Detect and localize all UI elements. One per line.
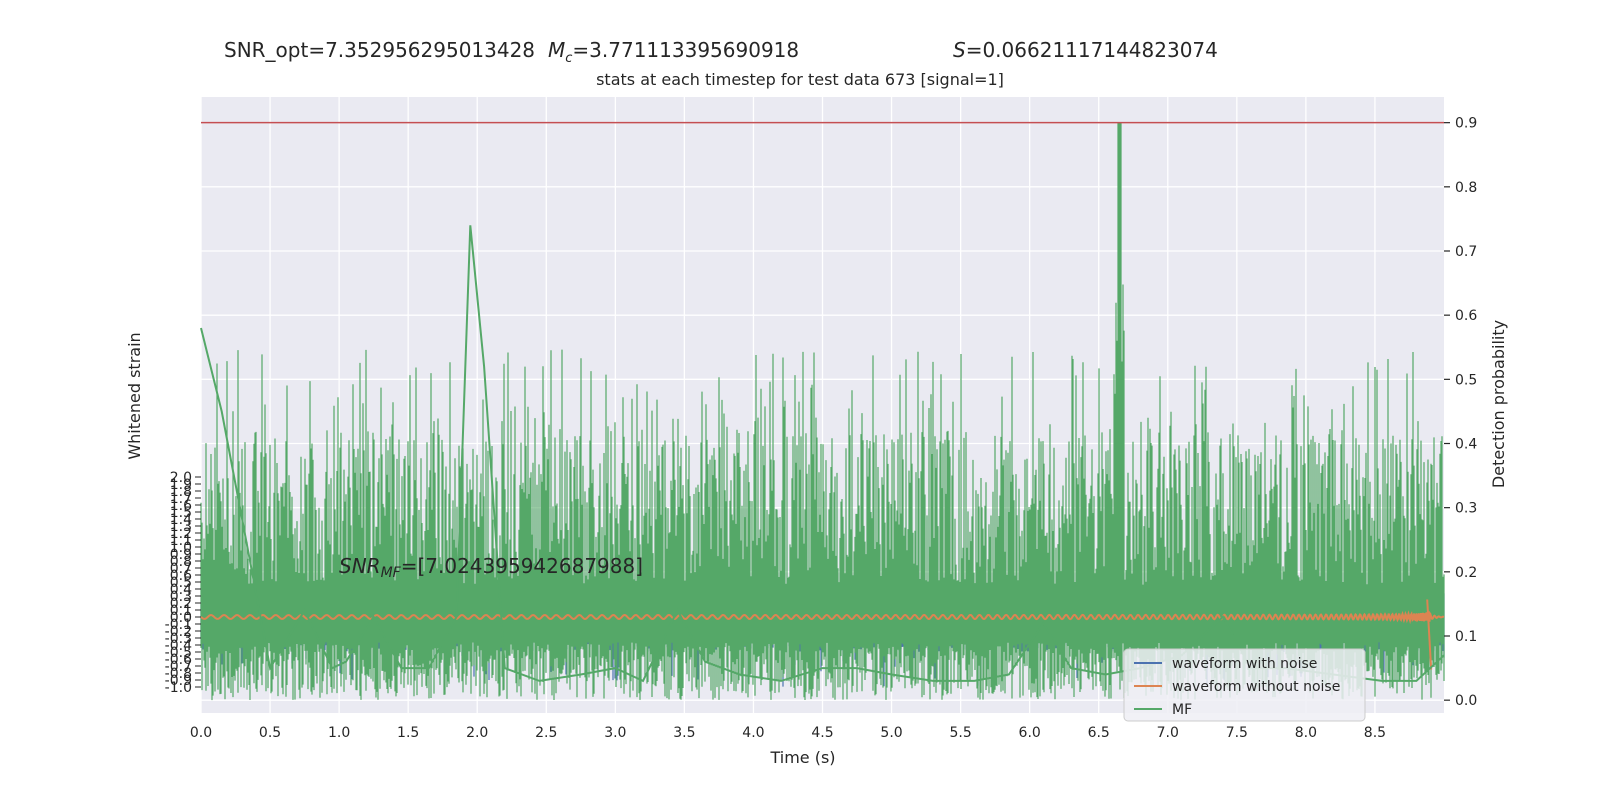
snr-opt-title: SNR_opt=7.352956295013428 bbox=[224, 38, 536, 62]
right-tick-label: 0.6 bbox=[1455, 308, 1477, 324]
x-tick-label: 4.5 bbox=[811, 725, 833, 741]
left-tick-label: -0.9 bbox=[165, 673, 192, 689]
x-tick-label: 6.0 bbox=[1019, 725, 1041, 741]
x-tick-label: 3.0 bbox=[604, 725, 626, 741]
x-tick-label: 8.0 bbox=[1295, 725, 1317, 741]
left-tick-label: -0.4 bbox=[165, 638, 192, 654]
right-tick-label: 0.1 bbox=[1455, 629, 1477, 645]
left-tick-label: 0.6 bbox=[170, 568, 192, 584]
left-tick-label: -0.3 bbox=[165, 631, 192, 647]
left-tick-label: 0.1 bbox=[170, 603, 192, 619]
right-tick-label: 0.9 bbox=[1455, 116, 1477, 132]
left-axis-label: Whitened strain bbox=[125, 332, 144, 459]
left-tick-label: 1.0 bbox=[170, 540, 192, 556]
left-axis-ticks: -1.0-0.9-0.8-0.7-0.6-0.5-0.4-0.3-0.2-0.1… bbox=[165, 470, 201, 696]
legend-label: MF bbox=[1172, 702, 1192, 718]
x-tick-label: 5.0 bbox=[880, 725, 902, 741]
right-tick-label: 0.3 bbox=[1455, 501, 1477, 517]
x-tick-label: 4.0 bbox=[742, 725, 764, 741]
left-tick-label: 1.6 bbox=[170, 498, 192, 514]
chart-subtitle: stats at each timestep for test data 673… bbox=[596, 70, 1004, 89]
waveform-without-noise-series bbox=[200, 599, 1445, 670]
left-tick-label: -0.8 bbox=[165, 666, 192, 682]
legend-label: waveform with noise bbox=[1172, 656, 1317, 672]
left-tick-label: 1.9 bbox=[170, 477, 192, 493]
left-tick-label: 0.7 bbox=[170, 561, 192, 577]
x-tick-label: 0.0 bbox=[190, 725, 212, 741]
left-tick-label: 1.1 bbox=[170, 533, 192, 549]
x-axis-ticks: 0.0 0.5 1.0 1.5 2.0 2.5 3.0 3.5 4.0 4.5 5.0 5.5 6.0 6… bbox=[190, 725, 1386, 741]
right-tick-label: 0.0 bbox=[1455, 693, 1477, 709]
left-tick-label: 0.5 bbox=[170, 575, 192, 591]
x-tick-label: 8.5 bbox=[1364, 725, 1386, 741]
left-tick-label: 0.3 bbox=[170, 589, 192, 605]
right-axis-ticks: 0.0 0.1 0.2 0.3 0.4 0.5 0.6 0.7 0.8 0.9 bbox=[1444, 116, 1477, 709]
right-tick-label: 0.2 bbox=[1455, 565, 1477, 581]
left-tick-label: 0.0 bbox=[170, 610, 192, 626]
left-tick-label: -0.1 bbox=[165, 617, 192, 633]
right-tick-label: 0.8 bbox=[1455, 180, 1477, 196]
x-axis-label: Time (s) bbox=[769, 748, 835, 767]
x-tick-label: 1.5 bbox=[397, 725, 419, 741]
left-tick-label: 0.9 bbox=[170, 547, 192, 563]
legend-box bbox=[1123, 648, 1366, 722]
waveform-without-noise-line bbox=[200, 610, 1445, 625]
x-tick-label: 0.5 bbox=[259, 725, 281, 741]
left-tick-label: 1.3 bbox=[170, 519, 192, 535]
left-tick-label: 1.7 bbox=[170, 491, 192, 507]
left-tick-label: -0.7 bbox=[165, 659, 192, 675]
left-tick-label: 0.2 bbox=[170, 596, 192, 612]
right-tick-label: 0.4 bbox=[1455, 437, 1477, 453]
legend-label: waveform without noise bbox=[1172, 679, 1340, 695]
x-tick-label: 2.5 bbox=[535, 725, 557, 741]
right-tick-label: 0.7 bbox=[1455, 244, 1477, 260]
x-tick-label: 2.0 bbox=[466, 725, 488, 741]
left-tick-label: 1.8 bbox=[170, 484, 192, 500]
x-tick-label: 7.5 bbox=[1226, 725, 1248, 741]
left-tick-label: 0.8 bbox=[170, 554, 192, 570]
legend: waveform with noise waveform without nois… bbox=[1123, 648, 1366, 722]
chirp-mass-title: Mc=3.771113395690918 bbox=[548, 38, 800, 66]
x-tick-label: 3.5 bbox=[673, 725, 695, 741]
x-tick-label: 7.0 bbox=[1157, 725, 1179, 741]
left-tick-label: -0.6 bbox=[165, 652, 192, 668]
snr-mf-annotation: SNRMF=[7.024395942687988] bbox=[339, 554, 643, 581]
left-tick-label: -0.2 bbox=[165, 624, 192, 640]
left-tick-label: 1.2 bbox=[170, 526, 192, 542]
left-tick-label: 1.4 bbox=[170, 512, 192, 528]
s-value-title: S=0.06621117144823074 bbox=[953, 38, 1218, 62]
left-tick-label: -0.5 bbox=[165, 645, 192, 661]
left-tick-label: 2.0 bbox=[170, 470, 192, 486]
left-tick-label: 1.5 bbox=[170, 505, 192, 521]
x-tick-label: 5.5 bbox=[949, 725, 971, 741]
right-tick-label: 0.5 bbox=[1455, 372, 1477, 388]
left-tick-label: 0.4 bbox=[170, 582, 192, 598]
left-tick-label: -1.0 bbox=[165, 680, 192, 696]
waveform-without-noise-merger bbox=[1426, 599, 1433, 670]
x-tick-label: 1.0 bbox=[328, 725, 350, 741]
mf-line bbox=[200, 225, 1445, 683]
x-tick-label: 6.5 bbox=[1088, 725, 1110, 741]
mf-series bbox=[200, 225, 1445, 683]
right-axis-label: Detection probability bbox=[1489, 320, 1508, 488]
